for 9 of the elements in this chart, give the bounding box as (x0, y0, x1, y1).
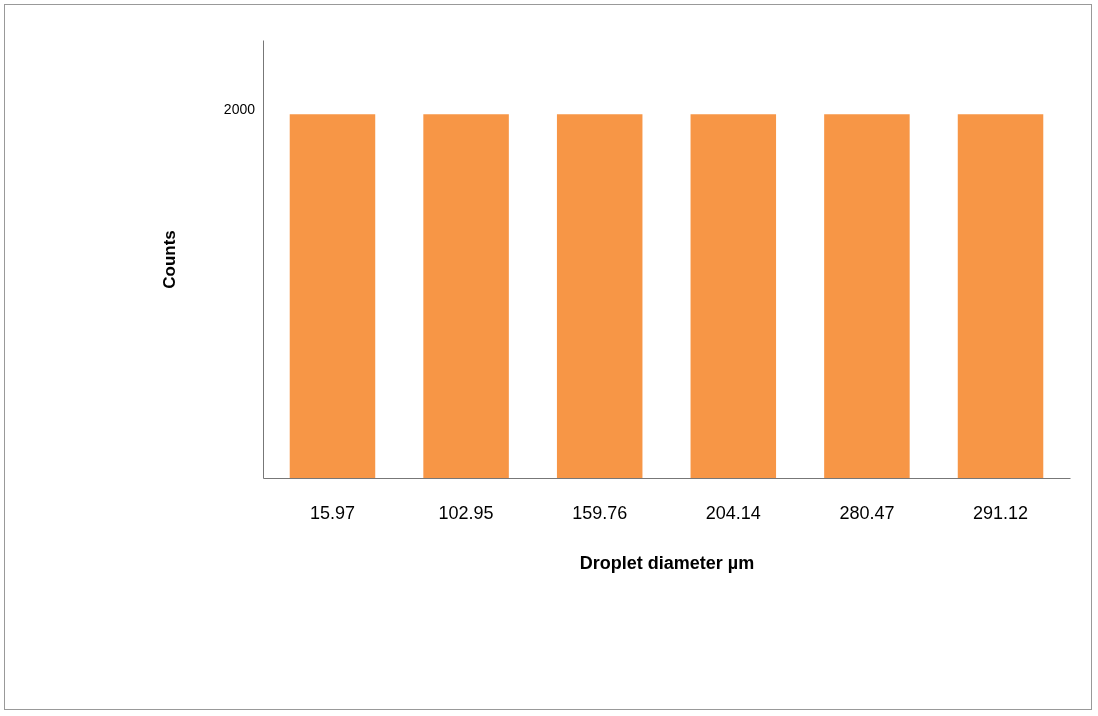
text: 2000 (223, 101, 256, 118)
x-tick-label: 15.97 (309, 502, 355, 523)
x-tick-label: 204.14 (705, 502, 761, 523)
x-tick-label: 102.95 (438, 502, 494, 523)
x-tick-label: 159.76 (572, 502, 628, 523)
x-tick-label: 280.47 (839, 502, 895, 523)
x-tick-label: 291.12 (972, 502, 1029, 523)
y-axis-title: Counts (159, 230, 179, 289)
x-axis-title: Droplet diameter µm (579, 552, 755, 573)
